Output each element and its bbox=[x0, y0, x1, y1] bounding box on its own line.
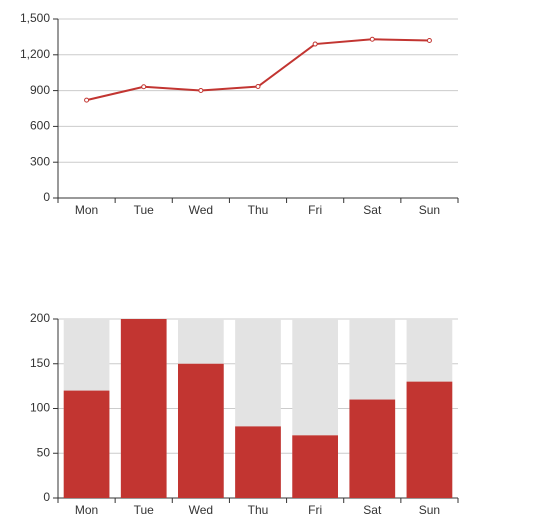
y-tick-label: 1,200 bbox=[20, 47, 50, 61]
x-tick-label: Thu bbox=[248, 503, 269, 517]
y-tick-label: 0 bbox=[43, 490, 50, 504]
bar bbox=[63, 390, 110, 498]
point bbox=[369, 36, 375, 42]
bar bbox=[349, 399, 396, 498]
x-tick-label: Wed bbox=[189, 503, 213, 517]
x-tick-label: Mon bbox=[75, 203, 98, 217]
x-tick-label: Mon bbox=[75, 503, 98, 517]
point bbox=[84, 97, 90, 103]
x-tick-label: Sun bbox=[419, 503, 440, 517]
x-tick-label: Fri bbox=[308, 503, 322, 517]
bar bbox=[120, 319, 167, 498]
y-tick-label: 150 bbox=[30, 356, 50, 370]
point bbox=[198, 87, 204, 93]
point bbox=[312, 41, 318, 47]
x-tick-label: Sun bbox=[419, 203, 440, 217]
bar bbox=[235, 426, 281, 498]
point bbox=[141, 84, 147, 90]
y-tick-label: 300 bbox=[30, 154, 50, 168]
bar bbox=[292, 435, 338, 498]
y-tick-label: 200 bbox=[30, 311, 50, 325]
x-tick-label: Thu bbox=[248, 203, 269, 217]
x-tick-label: Fri bbox=[308, 203, 322, 217]
bar bbox=[178, 363, 224, 498]
x-tick-label: Tue bbox=[134, 503, 155, 517]
bar bbox=[406, 381, 453, 498]
point bbox=[426, 37, 432, 43]
point bbox=[255, 84, 261, 90]
x-tick-label: Wed bbox=[189, 203, 213, 217]
y-tick-label: 50 bbox=[37, 445, 51, 459]
y-tick-label: 900 bbox=[30, 83, 50, 97]
y-tick-label: 600 bbox=[30, 119, 50, 133]
y-tick-label: 1,500 bbox=[20, 11, 50, 25]
y-tick-label: 100 bbox=[30, 401, 50, 415]
x-tick-label: Sat bbox=[363, 503, 382, 517]
x-tick-label: Tue bbox=[134, 203, 155, 217]
x-tick-label: Sat bbox=[363, 203, 382, 217]
y-tick-label: 0 bbox=[43, 190, 50, 204]
